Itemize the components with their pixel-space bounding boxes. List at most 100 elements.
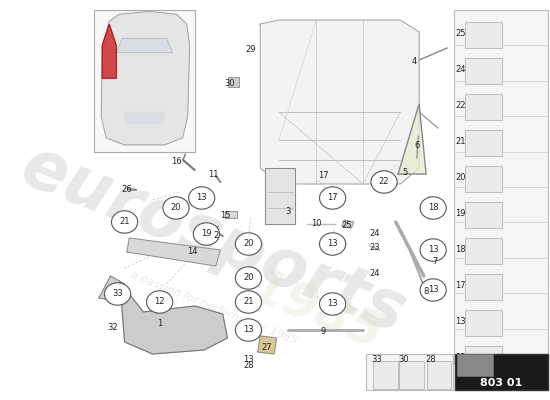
Text: 26: 26 (122, 186, 132, 194)
Text: 13: 13 (428, 246, 438, 254)
Text: 12: 12 (455, 354, 465, 362)
Text: 28: 28 (243, 362, 254, 370)
FancyBboxPatch shape (399, 361, 424, 389)
Text: 9: 9 (321, 328, 326, 336)
FancyBboxPatch shape (456, 354, 493, 376)
Text: 10: 10 (311, 220, 322, 228)
Polygon shape (258, 336, 277, 354)
Text: 21: 21 (243, 298, 254, 306)
Text: 24: 24 (455, 66, 465, 74)
Bar (455, 354, 548, 390)
Text: 24: 24 (370, 270, 380, 278)
Text: 13: 13 (327, 240, 338, 248)
FancyBboxPatch shape (373, 361, 398, 389)
FancyBboxPatch shape (465, 166, 502, 192)
Text: 22: 22 (455, 102, 465, 110)
Text: 32: 32 (108, 324, 118, 332)
Text: 24: 24 (370, 230, 380, 238)
Text: 20: 20 (170, 204, 182, 212)
Text: 4: 4 (412, 58, 417, 66)
Text: 17: 17 (455, 282, 465, 290)
Polygon shape (342, 220, 354, 228)
Text: 27: 27 (262, 344, 272, 352)
Text: 7: 7 (433, 258, 438, 266)
FancyBboxPatch shape (465, 94, 502, 120)
Text: 3: 3 (285, 208, 291, 216)
Polygon shape (265, 168, 295, 224)
FancyBboxPatch shape (465, 58, 502, 84)
Circle shape (320, 293, 346, 315)
Text: 803 01: 803 01 (480, 378, 522, 388)
Text: 13: 13 (243, 326, 254, 334)
Text: 13: 13 (428, 286, 438, 294)
Text: 19: 19 (201, 230, 212, 238)
Bar (228, 77, 239, 87)
FancyBboxPatch shape (465, 202, 502, 228)
Text: 2: 2 (213, 232, 218, 240)
Polygon shape (116, 38, 173, 53)
Circle shape (320, 233, 346, 255)
Text: 13: 13 (327, 300, 338, 308)
Text: 12: 12 (155, 298, 165, 306)
Circle shape (235, 233, 262, 255)
Text: 30: 30 (398, 356, 409, 364)
Circle shape (235, 267, 262, 289)
Text: 13: 13 (243, 356, 254, 364)
Text: 20: 20 (243, 274, 254, 282)
Text: 13: 13 (196, 194, 207, 202)
Circle shape (420, 197, 446, 219)
Circle shape (235, 319, 262, 341)
Circle shape (420, 239, 446, 261)
Text: 6: 6 (414, 142, 420, 150)
Circle shape (104, 283, 131, 305)
Bar (225, 211, 237, 218)
Text: 20: 20 (455, 174, 465, 182)
Text: 17: 17 (318, 172, 328, 180)
Bar (454, 10, 548, 364)
Text: 21: 21 (119, 218, 130, 226)
Text: 25: 25 (342, 222, 352, 230)
Text: 16: 16 (170, 158, 182, 166)
Circle shape (146, 291, 173, 313)
Polygon shape (120, 282, 228, 354)
Polygon shape (99, 276, 125, 302)
Text: 5: 5 (403, 168, 408, 176)
Text: 20: 20 (243, 240, 254, 248)
Text: 33: 33 (372, 356, 382, 364)
Text: a passion for performance 1985: a passion for performance 1985 (129, 270, 298, 346)
Circle shape (320, 187, 346, 209)
Text: 1: 1 (157, 320, 162, 328)
Text: 30: 30 (224, 80, 235, 88)
Circle shape (112, 211, 138, 233)
Polygon shape (127, 238, 221, 266)
Polygon shape (102, 24, 116, 78)
FancyBboxPatch shape (465, 238, 502, 264)
Text: 13: 13 (455, 318, 465, 326)
FancyBboxPatch shape (465, 310, 502, 336)
Circle shape (371, 171, 397, 193)
FancyBboxPatch shape (427, 361, 452, 389)
Circle shape (163, 197, 189, 219)
Text: 29: 29 (245, 46, 256, 54)
Circle shape (189, 187, 215, 209)
Bar (94, 10, 195, 152)
Text: 28: 28 (426, 356, 436, 364)
Polygon shape (398, 104, 426, 174)
Text: 17: 17 (327, 194, 338, 202)
Text: 25: 25 (455, 30, 465, 38)
Polygon shape (101, 12, 190, 145)
Circle shape (235, 291, 262, 313)
Text: 11: 11 (208, 170, 219, 178)
FancyBboxPatch shape (465, 274, 502, 300)
Circle shape (420, 279, 446, 301)
Text: 8: 8 (424, 288, 429, 296)
Text: 19: 19 (455, 210, 465, 218)
Text: 1985: 1985 (243, 264, 390, 360)
Polygon shape (124, 112, 164, 124)
FancyBboxPatch shape (465, 130, 502, 156)
Circle shape (193, 223, 219, 245)
Text: 15: 15 (220, 212, 230, 220)
Polygon shape (260, 20, 419, 184)
Text: 33: 33 (112, 290, 123, 298)
Text: 21: 21 (455, 138, 465, 146)
